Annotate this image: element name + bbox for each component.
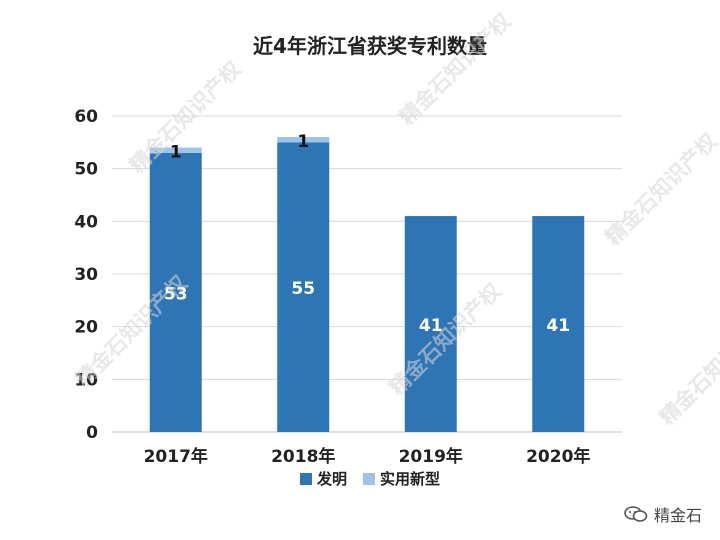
y-tick-label: 40 [74,212,98,232]
y-axis: 0 10 20 30 40 50 60 [74,107,98,443]
legend-label: 实用新型 [380,470,440,488]
y-tick-label: 0 [86,423,98,443]
x-tick-label: 2019年 [399,446,463,467]
bar [404,216,457,432]
y-tick-label: 50 [74,160,98,180]
data-label: 53 [164,284,188,304]
bar [277,142,330,433]
chart-title: 近4年浙江省获奖专利数量 [253,34,487,58]
x-tick-label: 2018年 [271,446,335,467]
legend-swatch [300,473,312,485]
data-label: 41 [419,316,443,336]
data-label: 1 [170,143,182,163]
brand-name: 精金石 [653,506,702,525]
y-tick-label: 10 [74,370,98,390]
bar [149,152,202,432]
legend: 发明 实用新型 [300,470,440,488]
data-label: 1 [297,132,309,152]
x-axis: 2017年 2018年 2019年 2020年 [144,446,591,467]
bar [149,147,202,153]
legend-label: 发明 [316,470,347,488]
y-tick-label: 20 [74,318,98,338]
brand-mark: 精金石 [624,502,702,526]
bars: 53 1 55 1 41 41 [149,132,585,433]
data-label: 41 [546,316,570,336]
bar [277,137,330,143]
y-tick-label: 30 [74,265,98,285]
legend-swatch [363,473,375,485]
wechat-icon [624,506,648,522]
y-tick-label: 60 [74,107,98,127]
x-tick-label: 2017年 [144,446,208,467]
x-tick-label: 2020年 [526,446,590,467]
bar [532,216,585,432]
data-label: 55 [291,279,315,299]
